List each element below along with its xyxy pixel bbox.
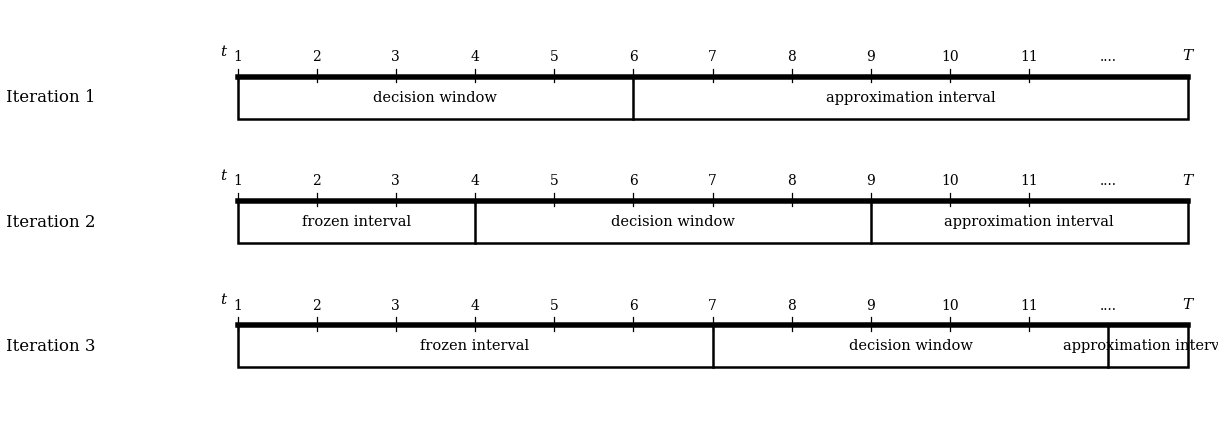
Text: 11: 11 [1021, 299, 1038, 313]
Text: 9: 9 [866, 299, 876, 313]
Text: 8: 8 [787, 299, 797, 313]
Text: 9: 9 [866, 50, 876, 64]
Text: 1: 1 [233, 50, 242, 64]
Text: 7: 7 [708, 174, 717, 188]
Text: 8: 8 [787, 50, 797, 64]
Text: T: T [1183, 298, 1192, 312]
Text: 2: 2 [312, 50, 322, 64]
Text: 10: 10 [942, 299, 959, 313]
Text: 10: 10 [942, 174, 959, 188]
Text: approximation interval: approximation interval [826, 91, 995, 105]
Text: 3: 3 [391, 174, 401, 188]
Text: 5: 5 [549, 174, 559, 188]
Bar [238, 76, 1188, 119]
Text: frozen interval: frozen interval [420, 339, 530, 353]
Text: 4: 4 [470, 50, 480, 64]
Text: 10: 10 [942, 50, 959, 64]
Text: decision window: decision window [374, 91, 497, 105]
Text: decision window: decision window [611, 215, 734, 229]
Text: 1: 1 [233, 299, 242, 313]
Text: 1: 1 [233, 174, 242, 188]
Text: 3: 3 [391, 50, 401, 64]
Text: ....: .... [1100, 299, 1117, 313]
Text: approximation interval: approximation interval [1063, 339, 1218, 353]
Text: 5: 5 [549, 50, 559, 64]
Text: Iteration 1: Iteration 1 [6, 89, 95, 106]
Bar [238, 201, 1188, 243]
Text: approximation interval: approximation interval [944, 215, 1114, 229]
Text: 4: 4 [470, 299, 480, 313]
Text: ....: .... [1100, 174, 1117, 188]
Text: T: T [1183, 174, 1192, 188]
Text: 5: 5 [549, 299, 559, 313]
Text: 6: 6 [628, 174, 638, 188]
Text: 2: 2 [312, 174, 322, 188]
Text: T: T [1183, 49, 1192, 63]
Text: 3: 3 [391, 299, 401, 313]
Text: 8: 8 [787, 174, 797, 188]
Text: 9: 9 [866, 174, 876, 188]
Text: t: t [219, 293, 227, 307]
Text: frozen interval: frozen interval [302, 215, 410, 229]
Text: Iteration 2: Iteration 2 [6, 214, 95, 230]
Text: 4: 4 [470, 174, 480, 188]
Text: 11: 11 [1021, 174, 1038, 188]
Text: decision window: decision window [849, 339, 972, 353]
Text: ....: .... [1100, 50, 1117, 64]
Text: t: t [219, 45, 227, 59]
Text: 6: 6 [628, 299, 638, 313]
Text: 2: 2 [312, 299, 322, 313]
Text: 7: 7 [708, 299, 717, 313]
Text: 6: 6 [628, 50, 638, 64]
Text: 7: 7 [708, 50, 717, 64]
Text: Iteration 3: Iteration 3 [6, 338, 95, 355]
Bar [238, 325, 1188, 368]
Text: 11: 11 [1021, 50, 1038, 64]
Text: t: t [219, 169, 227, 183]
